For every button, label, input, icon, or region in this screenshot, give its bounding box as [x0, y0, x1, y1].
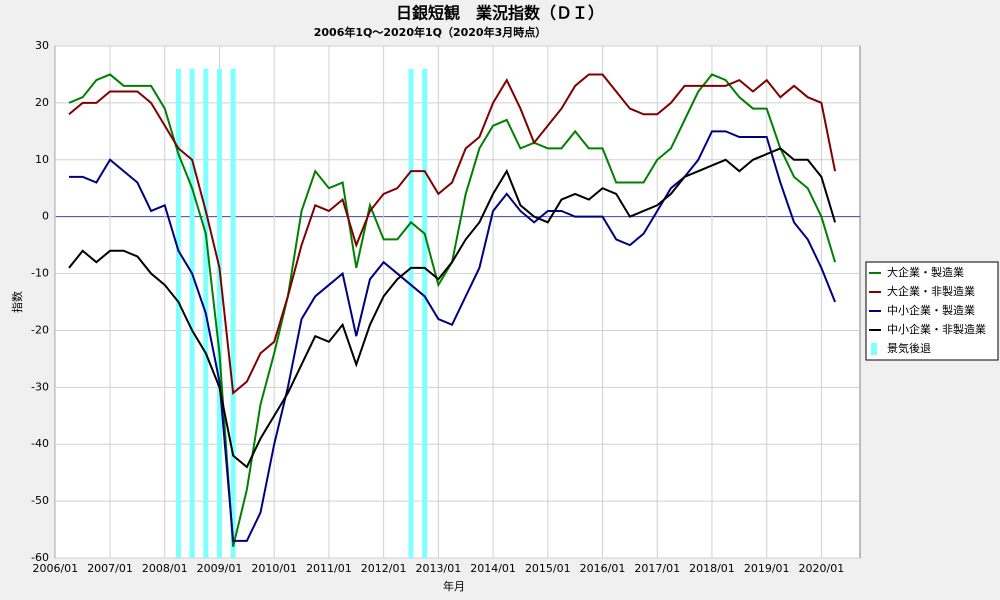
x-tick-label: 2018/01: [689, 562, 735, 575]
x-tick-label: 2006/01: [32, 562, 78, 575]
legend-label: 大企業・非製造業: [887, 284, 975, 298]
recession-bar: [189, 68, 195, 558]
x-tick-label: 2016/01: [580, 562, 626, 575]
x-axis-label: 年月: [443, 579, 465, 593]
y-axis-label: 指数: [10, 291, 24, 313]
y-tick-label: 20: [35, 96, 49, 109]
recession-bar: [230, 68, 236, 558]
y-tick-label: -30: [31, 380, 49, 393]
y-tick-label: 10: [35, 153, 49, 166]
x-tick-label: 2013/01: [416, 562, 462, 575]
x-tick-label: 2014/01: [470, 562, 516, 575]
x-tick-label: 2012/01: [361, 562, 407, 575]
legend-swatch: [871, 343, 877, 355]
x-tick-label: 2015/01: [525, 562, 571, 575]
x-tick-label: 2020/01: [799, 562, 845, 575]
series-line: [69, 130, 837, 542]
recession-bar: [175, 68, 181, 558]
recession-bar: [216, 68, 222, 558]
x-tick-label: 2011/01: [306, 562, 352, 575]
x-tick-label: 2010/01: [251, 562, 297, 575]
plot-area: [54, 45, 861, 559]
x-tick-label: 2008/01: [142, 562, 188, 575]
series-line: [68, 147, 837, 469]
legend-box: [865, 261, 999, 361]
chart-title: 日銀短観 業況指数（ＤＩ）: [396, 4, 604, 23]
y-tick-label: -40: [31, 437, 49, 450]
y-tick-label: -10: [31, 267, 49, 280]
legend-label: 大企業・製造業: [887, 265, 964, 279]
legend-label: 景気後退: [887, 341, 931, 355]
chart-subtitle: 2006年1Q～2020年1Q（2020年3月時点）: [314, 25, 547, 39]
y-tick-label: -20: [31, 323, 49, 336]
recession-bar: [422, 68, 428, 558]
series-line: [68, 73, 837, 395]
x-tick-label: 2019/01: [744, 562, 790, 575]
recession-bar: [408, 68, 414, 558]
x-tick-label: 2017/01: [634, 562, 680, 575]
y-tick-label: 0: [42, 210, 49, 223]
y-tick-label: -60: [31, 551, 49, 564]
x-tick-label: 2007/01: [87, 562, 133, 575]
y-tick-label: 30: [35, 39, 49, 52]
x-tick-label: 2009/01: [197, 562, 243, 575]
y-tick-label: -50: [31, 494, 49, 507]
legend-label: 中小企業・非製造業: [887, 322, 986, 336]
legend-label: 中小企業・製造業: [887, 303, 975, 317]
